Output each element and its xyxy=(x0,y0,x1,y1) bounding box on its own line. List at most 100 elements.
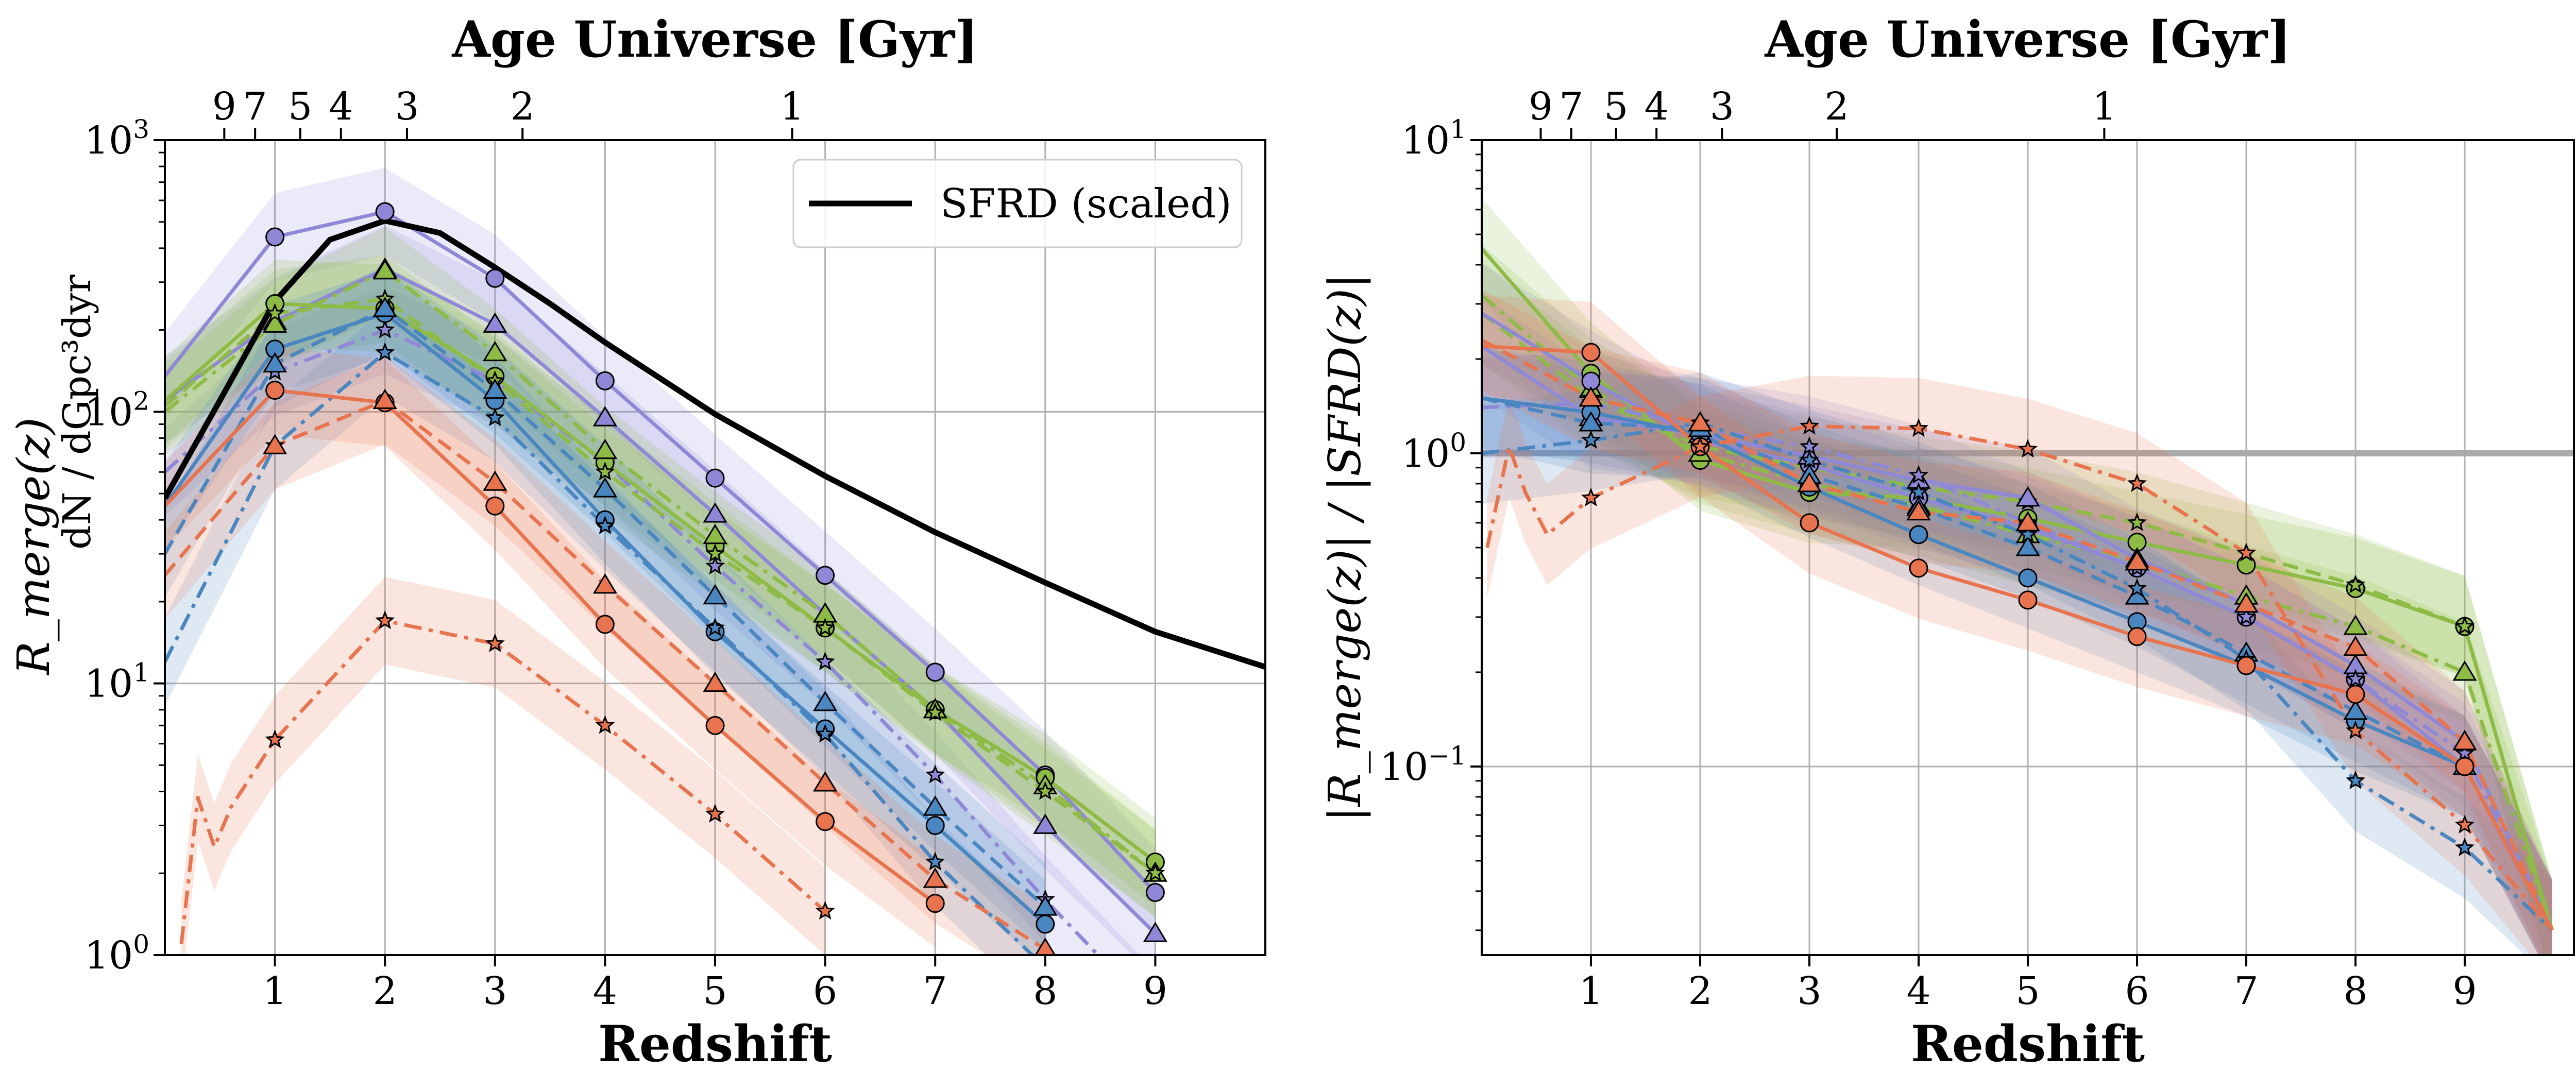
data-point-triangle xyxy=(1035,937,1056,955)
legend: SFRD (scaled) xyxy=(792,159,1243,248)
data-point-triangle xyxy=(2343,635,2368,656)
data-point-triangle xyxy=(2452,660,2477,681)
data-point-star xyxy=(1908,418,1929,437)
x-tick-label: 9 xyxy=(2452,969,2477,1013)
data-point-circle xyxy=(2346,685,2365,704)
left-series-markers xyxy=(262,202,1168,955)
data-point-triangle xyxy=(2125,550,2149,571)
data-point-triangle xyxy=(703,671,727,692)
uncertainty-band xyxy=(1482,295,2552,955)
uncertainty-band xyxy=(181,577,825,955)
data-point-circle xyxy=(485,268,505,288)
data-point-triangle xyxy=(923,867,947,888)
data-point-triangle xyxy=(592,438,618,460)
x-tick-label: 2 xyxy=(373,969,397,1013)
data-point-star xyxy=(485,407,505,427)
top-tick-label: 5 xyxy=(1604,84,1628,129)
data-point-triangle xyxy=(262,352,287,372)
right-series-markers xyxy=(1579,343,2477,857)
data-point-triangle xyxy=(1906,500,1931,521)
series-line xyxy=(179,619,826,944)
data-point-triangle xyxy=(703,584,727,605)
data-point-circle xyxy=(1036,914,1055,934)
series-line xyxy=(1485,424,2554,932)
data-point-circle xyxy=(1800,513,1819,533)
uncertainty-band xyxy=(165,286,1140,955)
uncertainty-band xyxy=(1482,289,2552,955)
data-point-star xyxy=(2018,524,2038,543)
uncertainty-band xyxy=(165,346,936,947)
data-point-star xyxy=(1581,487,1601,506)
data-point-triangle xyxy=(483,341,507,362)
data-point-star xyxy=(2127,578,2147,597)
x-tick-label: 4 xyxy=(1906,969,1930,1013)
y-tick-label: 103 xyxy=(84,114,149,163)
x-tick-label: 6 xyxy=(813,969,837,1013)
data-point-circle xyxy=(595,371,615,390)
legend-box xyxy=(792,159,1243,248)
data-point-star xyxy=(925,764,945,784)
uncertainty-band xyxy=(165,356,1045,955)
y-tick-label: 100 xyxy=(84,929,149,978)
data-point-circle xyxy=(1145,882,1165,902)
y-tick-label: 10−1 xyxy=(1380,741,1466,789)
data-point-triangle xyxy=(1033,895,1058,916)
data-point-triangle xyxy=(1797,471,1822,492)
data-point-triangle xyxy=(592,573,618,594)
data-point-star xyxy=(375,319,395,338)
top-tick-label: 4 xyxy=(329,84,353,129)
data-point-star xyxy=(815,651,835,671)
top-tick-label: 1 xyxy=(780,84,804,129)
data-point-triangle xyxy=(2343,615,2368,635)
data-point-star xyxy=(2127,512,2147,532)
data-point-star xyxy=(1799,450,1820,469)
data-point-circle xyxy=(705,716,725,735)
series-line xyxy=(1482,401,2554,931)
data-point-circle xyxy=(925,815,945,835)
data-point-star xyxy=(265,729,285,748)
data-point-triangle xyxy=(1688,411,1713,432)
uncertainty-band xyxy=(1482,347,2552,955)
data-point-star xyxy=(2236,542,2257,561)
right-ylabel: |R_merge(z)| / |SFRD(z)| xyxy=(1319,274,1371,822)
right-xlabel: Redshift xyxy=(1911,1015,2145,1073)
x-tick-label: 8 xyxy=(1033,969,1057,1013)
x-tick-label: 1 xyxy=(263,969,287,1013)
data-point-star xyxy=(595,715,615,734)
uncertainty-band xyxy=(1482,263,2552,955)
data-point-circle xyxy=(2127,627,2147,646)
data-point-star xyxy=(595,515,615,535)
data-point-circle xyxy=(375,202,395,222)
data-point-triangle xyxy=(2234,592,2259,613)
uncertainty-band xyxy=(1482,198,2552,955)
data-point-star xyxy=(2345,720,2366,739)
data-point-triangle xyxy=(2015,536,2040,556)
data-point-triangle xyxy=(923,795,947,816)
uncertainty-band xyxy=(1487,376,2552,955)
data-point-star xyxy=(2127,473,2147,492)
x-tick-label: 7 xyxy=(2234,969,2258,1013)
series-line xyxy=(165,267,1157,935)
x-tick-label: 2 xyxy=(1688,969,1712,1013)
data-point-triangle xyxy=(372,388,397,410)
data-point-triangle xyxy=(1579,386,1603,407)
right-title: Age Universe [Gyr] xyxy=(1764,10,2291,69)
x-tick-label: 5 xyxy=(703,969,727,1013)
data-point-circle xyxy=(1909,558,1928,578)
data-point-triangle xyxy=(812,690,838,711)
data-point-star xyxy=(815,900,835,920)
uncertainty-band xyxy=(165,309,1045,955)
uncertainty-band xyxy=(1482,244,2552,955)
data-point-circle xyxy=(265,227,285,247)
data-point-triangle xyxy=(262,434,287,454)
data-point-star xyxy=(815,617,835,637)
left-ylabel: R_merge(z) dN / dGpc³dyr xyxy=(8,275,99,676)
data-point-circle xyxy=(2018,568,2038,588)
series-line xyxy=(165,388,937,905)
data-point-triangle xyxy=(703,502,727,523)
left-title: Age Universe [Gyr] xyxy=(451,10,978,69)
legend-label-sfrd: SFRD (scaled) xyxy=(940,181,1232,227)
top-tick-label: 9 xyxy=(212,84,236,129)
